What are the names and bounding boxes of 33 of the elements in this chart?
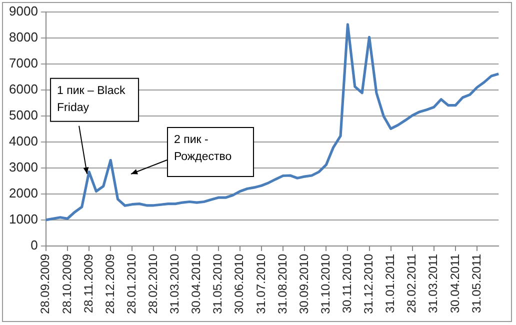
x-tick-label: 31.05.2010 — [210, 254, 225, 314]
annotation: 1 пик – Black Friday — [57, 84, 126, 114]
y-tick-label: 6000 — [9, 82, 38, 97]
x-tick-label: 30.11.2010 — [340, 254, 354, 314]
x-tick-label: 31.12.2010 — [362, 254, 376, 314]
y-tick-label: 7000 — [9, 56, 38, 71]
x-tick-label: 30.04.2011 — [448, 254, 462, 314]
x-tick-label: 28.10.2009 — [60, 254, 74, 314]
x-tick-label: 31.07.2010 — [254, 254, 268, 314]
x-tick-label: 31.08.2010 — [275, 254, 290, 314]
x-tick-label: 31.10.2010 — [318, 254, 332, 314]
y-tick-label: 8000 — [9, 30, 38, 45]
y-tick-label: 5000 — [9, 108, 38, 123]
y-tick-label: 1000 — [9, 212, 38, 227]
x-tick-label: 28.02.2010 — [146, 254, 160, 314]
x-tick-label: 28.12.2009 — [102, 254, 117, 314]
annotation: 2 пик - Рождество — [174, 134, 232, 163]
y-tick-label: 2000 — [9, 186, 38, 201]
x-tick-label: 28.09.2009 — [38, 254, 52, 314]
x-tick-label: 31.03.2010 — [168, 254, 182, 314]
x-tick-label: 30.06.2010 — [232, 254, 246, 314]
x-tick-label: 31.05.2011 — [469, 254, 484, 314]
x-tick-label: 28.02.2011 — [404, 254, 419, 314]
y-tick-label: 3000 — [9, 160, 38, 175]
x-tick-label: 28.11.2009 — [81, 254, 96, 314]
x-tick-label: 30.04.2010 — [189, 254, 204, 314]
x-tick-label: 30.09.2010 — [296, 254, 311, 314]
x-tick-label: 31.03.2011 — [426, 254, 440, 314]
y-tick-label: 9000 — [9, 4, 38, 19]
y-tick-label: 0 — [30, 238, 38, 253]
y-tick-label: 4000 — [9, 134, 38, 149]
x-tick-label: 31.01.2011 — [383, 254, 398, 314]
x-tick-label: 28.01.2010 — [124, 254, 138, 314]
